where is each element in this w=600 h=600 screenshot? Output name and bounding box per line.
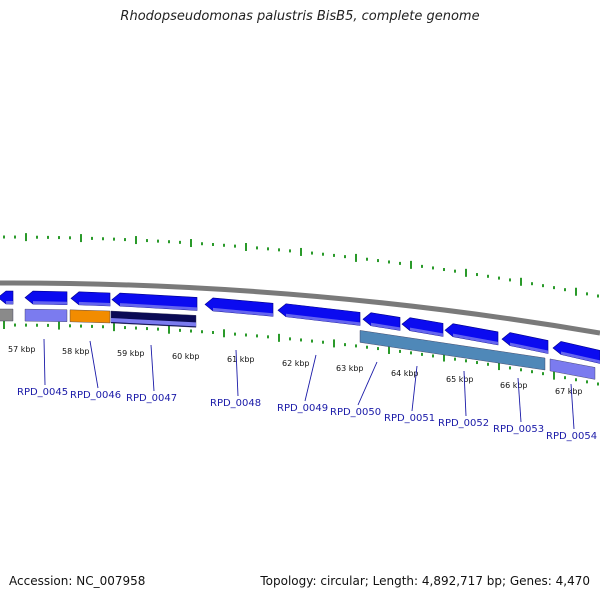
accession-text: Accession: NC_007958 bbox=[9, 574, 146, 588]
gene-leader-line bbox=[89, 340, 99, 389]
kbp-tick-label: 65 kbp bbox=[446, 375, 474, 384]
outer-gc-ticks bbox=[3, 233, 599, 298]
cds-shade bbox=[286, 313, 360, 326]
cds-feature bbox=[0, 290, 14, 305]
kbp-tick-label: 57 kbp bbox=[8, 345, 36, 354]
map-title: Rhodopseudomonas palustris BisB5, comple… bbox=[120, 9, 480, 24]
reverse-features bbox=[0, 308, 596, 380]
kbp-tick-label: 61 kbp bbox=[227, 355, 255, 364]
kbp-tick-label: 66 kbp bbox=[500, 381, 528, 390]
inner-gc-ticks bbox=[3, 321, 599, 386]
genome-summary: Topology: circular; Length: 4,892,717 bp… bbox=[260, 574, 590, 588]
gene-leader-line bbox=[357, 361, 378, 406]
kbp-tick-label: 63 kbp bbox=[336, 364, 364, 373]
cds-shade bbox=[120, 303, 197, 311]
gene-label[interactable]: RPD_0048 bbox=[210, 398, 261, 409]
gene-label[interactable]: RPD_0047 bbox=[126, 393, 177, 404]
gene-leader-line bbox=[570, 383, 575, 430]
gene-label[interactable]: RPD_0049 bbox=[277, 403, 328, 414]
kbp-ticks: 57 kbp 58 kbp 59 kbp 60 kbp 61 kbp 62 kbp 63 k… bbox=[8, 345, 583, 396]
kbp-tick-label: 58 kbp bbox=[62, 347, 90, 356]
gene-leader-line bbox=[304, 354, 317, 402]
gene-label[interactable]: RPD_0054 bbox=[546, 431, 597, 442]
feature-block bbox=[69, 309, 111, 324]
feature-block bbox=[359, 330, 546, 371]
backbone-ring bbox=[0, 280, 600, 336]
gene-label[interactable]: RPD_0051 bbox=[384, 413, 435, 424]
cds-shade bbox=[213, 307, 273, 317]
cds-shade bbox=[79, 301, 110, 306]
gene-label[interactable]: RPD_0053 bbox=[493, 424, 544, 435]
feature-stripe bbox=[111, 318, 196, 327]
gene-leader-line bbox=[463, 370, 467, 417]
gene-label[interactable]: RPD_0052 bbox=[438, 418, 489, 429]
kbp-tick-label: 62 kbp bbox=[282, 359, 310, 368]
feature-block bbox=[549, 358, 596, 380]
cds-feature bbox=[277, 303, 361, 326]
cds-shade bbox=[561, 351, 600, 364]
kbp-tick-label: 67 kbp bbox=[555, 387, 583, 396]
cds-shade bbox=[453, 333, 498, 345]
gene-label[interactable]: RPD_0045 bbox=[17, 387, 68, 398]
kbp-tick-label: 60 kbp bbox=[172, 352, 200, 361]
cds-shade bbox=[371, 322, 400, 331]
forward-features bbox=[0, 290, 600, 364]
gene-leader-line bbox=[235, 349, 239, 397]
gene-leader-line bbox=[150, 344, 155, 392]
cds-shade bbox=[410, 327, 443, 337]
cds-shade bbox=[510, 342, 548, 354]
feature-block bbox=[0, 308, 14, 322]
gene-label[interactable]: RPD_0046 bbox=[70, 390, 121, 401]
cds-shade bbox=[33, 301, 67, 305]
gene-leader-line bbox=[411, 365, 418, 412]
kbp-tick-label: 59 kbp bbox=[117, 349, 145, 358]
gene-label[interactable]: RPD_0050 bbox=[330, 407, 381, 418]
feature-block bbox=[24, 308, 68, 322]
cds-shade bbox=[6, 301, 13, 305]
gene-leader-line bbox=[517, 377, 522, 423]
gene-leader-line bbox=[43, 338, 46, 386]
kbp-tick-label: 64 kbp bbox=[391, 369, 419, 378]
gene-labels: RPD_0045 RPD_0046 RPD_0047 RPD_0048 RPD_0049… bbox=[17, 338, 597, 442]
